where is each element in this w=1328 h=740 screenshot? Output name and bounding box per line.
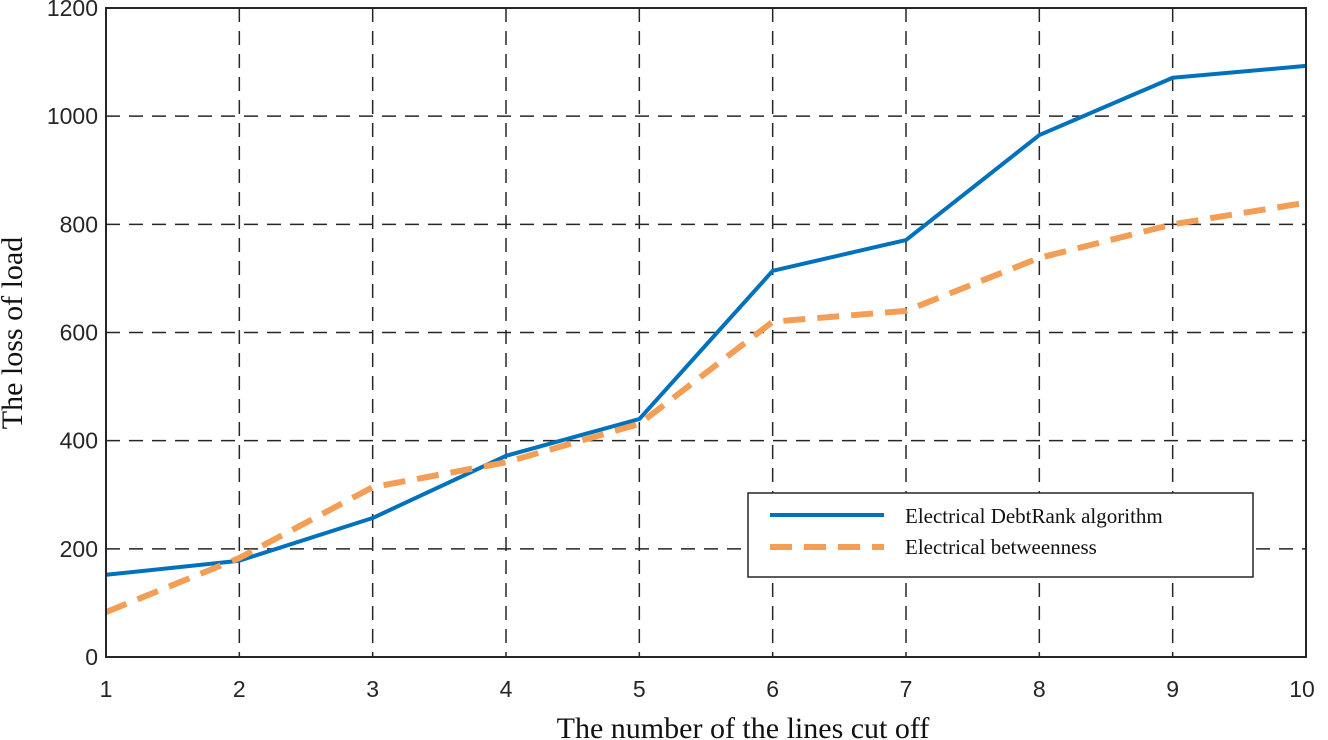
x-tick-label: 3 — [366, 676, 379, 702]
series-lines — [104, 63, 1307, 615]
x-tick-label: 4 — [500, 676, 513, 702]
x-tick-label: 10 — [1289, 676, 1315, 702]
x-axis-label: The number of the lines cut off — [557, 712, 930, 740]
y-tick-label: 200 — [60, 536, 98, 562]
y-axis-ticks: 0 200 400 600 800 1000 1200 — [47, 0, 98, 670]
y-tick-label: 400 — [60, 428, 98, 454]
x-tick-label: 8 — [1033, 676, 1046, 702]
y-tick-label: 600 — [60, 320, 98, 346]
y-tick-label: 0 — [85, 644, 98, 670]
legend-box — [747, 492, 1254, 578]
legend-label-debtrank: Electrical DebtRank algorithm — [905, 504, 1163, 528]
y-tick-label: 800 — [60, 211, 98, 237]
x-tick-label: 5 — [633, 676, 646, 702]
x-tick-label: 2 — [233, 676, 246, 702]
x-tick-label: 1 — [100, 676, 113, 702]
x-tick-label: 7 — [900, 676, 913, 702]
y-tick-label: 1000 — [47, 103, 98, 129]
plot-frame — [105, 7, 1307, 658]
series-line-1 — [104, 199, 1307, 615]
x-tick-label: 6 — [766, 676, 779, 702]
y-axis-label: The loss of load — [0, 237, 29, 429]
x-axis-ticks: 1 2 3 4 5 6 7 8 9 10 — [100, 676, 1315, 702]
legend: Electrical DebtRank algorithm Electrical… — [747, 492, 1254, 578]
series-line-0 — [105, 63, 1307, 577]
x-tick-label: 9 — [1166, 676, 1179, 702]
legend-label-betweenness: Electrical betweenness — [905, 535, 1097, 559]
y-tick-label: 1200 — [47, 0, 98, 21]
